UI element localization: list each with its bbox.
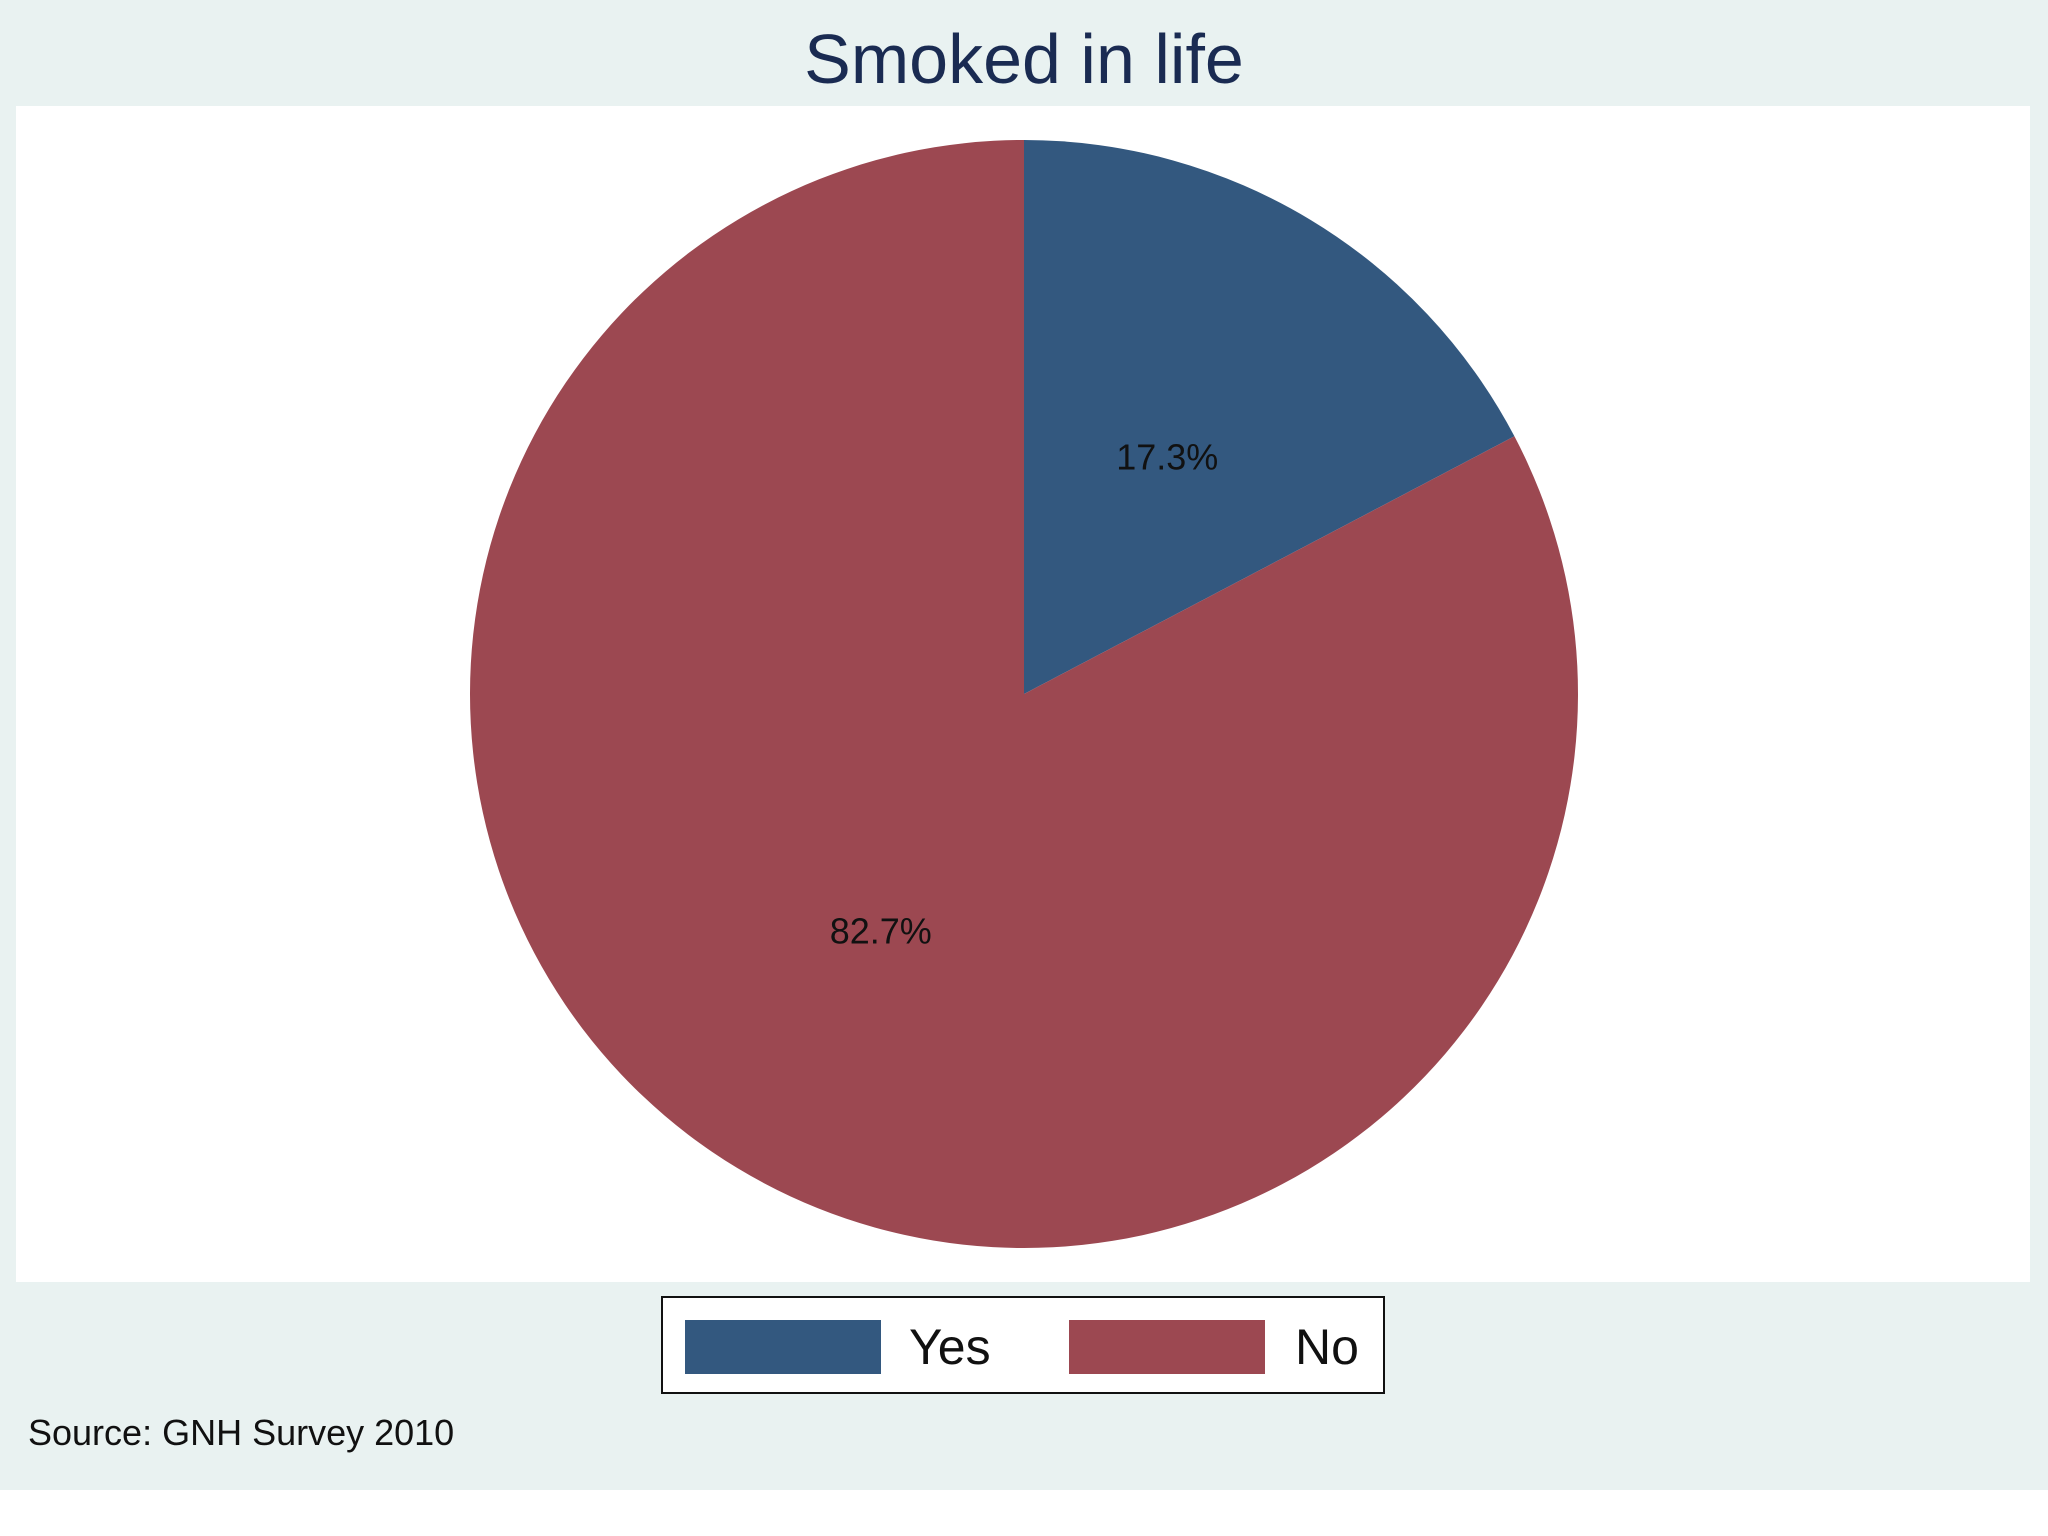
pie-slice-no [469,140,1578,1248]
pie-chart: 17.3% 82.7% [469,140,1578,1248]
legend-swatch-yes [685,1320,881,1374]
legend-label-yes: Yes [909,1319,991,1375]
slice-label-yes: 17.3% [1116,436,1218,477]
legend: Yes No [661,1296,1385,1394]
chart-title: Smoked in life [804,20,1244,98]
pie-slice-yes [1024,140,1515,694]
source-note: Source: GNH Survey 2010 [28,1412,455,1453]
chart-frame: Smoked in life 17.3% 82.7% Yes No Source:… [0,0,2048,1490]
slice-label-no: 82.7% [830,911,932,952]
legend-swatch-no [1069,1320,1265,1374]
legend-label-no: No [1295,1319,1359,1375]
plot-area: 17.3% 82.7% [16,106,2030,1282]
